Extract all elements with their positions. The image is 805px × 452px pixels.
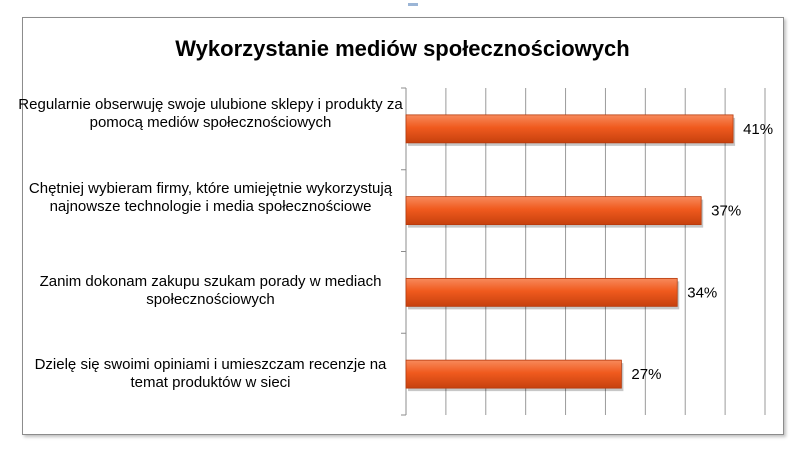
category-label-1: Regularnie obserwuję swoje ulubione skle… <box>18 96 403 131</box>
category-label-3: Zanim dokonam zakupu szukam porady w med… <box>39 273 382 308</box>
value-labels: 41% 37% 34% 27% <box>631 121 773 383</box>
bar-3 <box>405 277 678 307</box>
value-label-1: 41% <box>743 121 773 138</box>
value-label-2: 37% <box>711 203 741 220</box>
category-label-4: Dzielę się swoimi opiniami i umieszczam … <box>34 356 387 391</box>
value-label-4: 27% <box>631 366 661 383</box>
chart-title: Wykorzystanie mediów społecznościowych <box>175 36 630 61</box>
bar-4 <box>405 359 622 389</box>
value-label-3: 34% <box>687 284 717 301</box>
bars <box>405 114 736 392</box>
category-label-2: Chętniej wybieram firmy, które umiejętni… <box>28 180 393 215</box>
chart-frame <box>22 17 784 435</box>
bar-1 <box>405 114 734 144</box>
bar-2 <box>405 196 702 226</box>
top-mark <box>408 3 418 6</box>
category-axis <box>401 87 407 416</box>
